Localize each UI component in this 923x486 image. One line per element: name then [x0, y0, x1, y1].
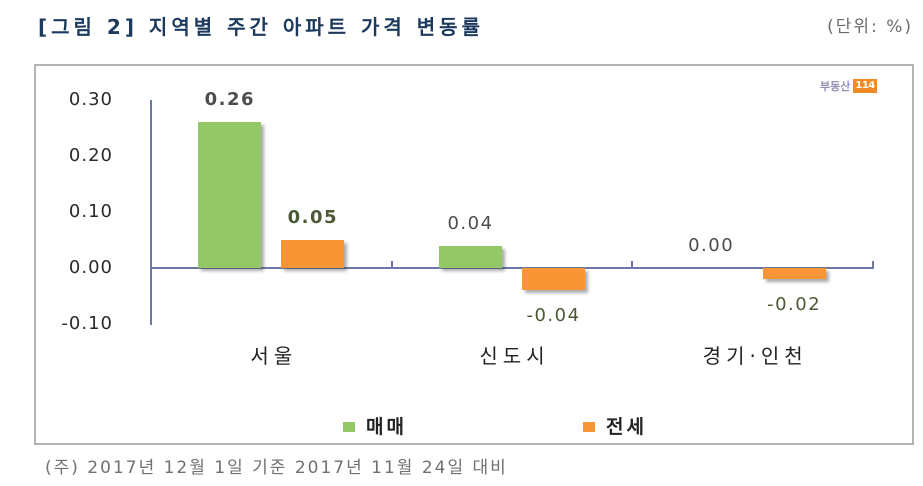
data-label: 0.26 [204, 89, 256, 111]
y-tick-label: 0.00 [68, 257, 113, 278]
bar-jeonse-0 [281, 240, 345, 268]
footnote: (주) 2017년 12월 1일 기준 2017년 11월 24일 대비 [45, 458, 508, 478]
category-label: 경기·인천 [702, 344, 808, 368]
category-label: 서울 [250, 344, 298, 368]
bar-sale-0 [198, 122, 262, 268]
unit-label: (단위: %) [827, 17, 913, 37]
y-tick-label: 0.10 [68, 201, 113, 222]
legend-label: 전세 [606, 416, 647, 438]
x-axis-tick [872, 261, 874, 268]
data-label: -0.02 [767, 294, 822, 316]
x-axis-tick [631, 261, 634, 268]
legend-label: 매매 [366, 416, 407, 438]
bar-jeonse-2 [762, 268, 826, 280]
bar-jeonse-1 [522, 268, 585, 291]
chart-area: 부동산 114 0.30 0.20 0.10 0.00 -0.10 0.26 0.05 서울 0… [34, 64, 914, 445]
y-tick-label: 0.30 [68, 89, 113, 110]
data-label: 0.00 [688, 235, 735, 256]
y-tick-label: 0.20 [68, 145, 113, 166]
legend-item-jeonse: 전세 [583, 416, 647, 438]
logo-text: 부동산 [820, 80, 851, 93]
bar-sale-1 [439, 245, 502, 268]
legend-item-sale: 매매 [343, 416, 407, 438]
y-tick-label: -0.10 [61, 313, 113, 334]
data-label: -0.04 [526, 305, 581, 327]
y-axis-line [150, 100, 152, 325]
legend-swatch-icon [583, 422, 595, 432]
logo-badge: 114 [853, 79, 877, 93]
legend-swatch-icon [343, 422, 355, 432]
chart-title: [그림 2] 지역별 주간 아파트 가격 변동률 [38, 15, 484, 39]
category-label: 신도시 [479, 344, 550, 368]
x-axis-tick [390, 261, 393, 268]
brand-logo: 부동산 114 [820, 78, 877, 94]
x-axis-zero-line [151, 267, 874, 269]
data-label: 0.04 [447, 212, 494, 234]
data-label: 0.05 [287, 207, 339, 228]
